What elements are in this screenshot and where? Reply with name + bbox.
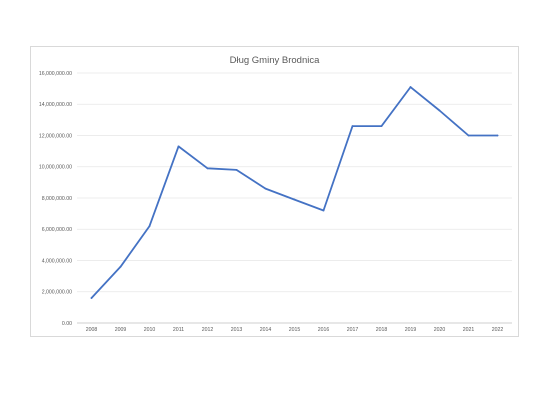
data-point [206,167,209,170]
x-tick-label: 2015 [289,327,301,333]
x-tick-label: 2010 [144,327,156,333]
y-tick-label: 6,000,000.00 [42,227,72,233]
y-tick-label: 16,000,000.00 [39,71,72,77]
y-tick-label: 0.00 [62,321,72,327]
x-tick-label: 2009 [115,327,127,333]
data-point [264,187,267,190]
x-tick-label: 2016 [318,327,330,333]
x-tick-label: 2021 [463,327,475,333]
data-point [409,86,412,88]
x-tick-label: 2022 [492,327,504,333]
x-tick-label: 2014 [260,327,272,333]
x-tick-label: 2011 [173,327,184,333]
data-point [380,125,383,128]
x-tick-label: 2017 [347,327,359,333]
data-point [496,134,499,137]
x-tick-label: 2018 [376,327,388,333]
data-point [438,109,441,112]
chart-title: Dług Gminy Brodnica [229,55,320,66]
data-point [177,145,180,148]
y-tick-label: 2,000,000.00 [42,290,72,296]
data-point [322,209,325,212]
y-tick-label: 8,000,000.00 [42,196,72,202]
data-point [119,265,122,268]
x-tick-label: 2019 [405,327,417,333]
y-tick-label: 4,000,000.00 [42,258,72,264]
x-tick-label: 2013 [231,327,243,333]
x-tick-label: 2008 [86,327,98,333]
data-point [467,134,470,137]
y-tick-label: 10,000,000.00 [39,165,72,171]
data-point [90,297,93,299]
series-line [90,86,499,299]
data-point [148,225,151,228]
y-tick-label: 14,000,000.00 [39,102,72,108]
x-tick-label: 2012 [202,327,214,333]
data-point [235,168,238,171]
y-tick-label: 12,000,000.00 [39,133,72,139]
data-point [351,125,354,128]
data-point [293,198,296,201]
x-tick-label: 2020 [434,327,446,333]
